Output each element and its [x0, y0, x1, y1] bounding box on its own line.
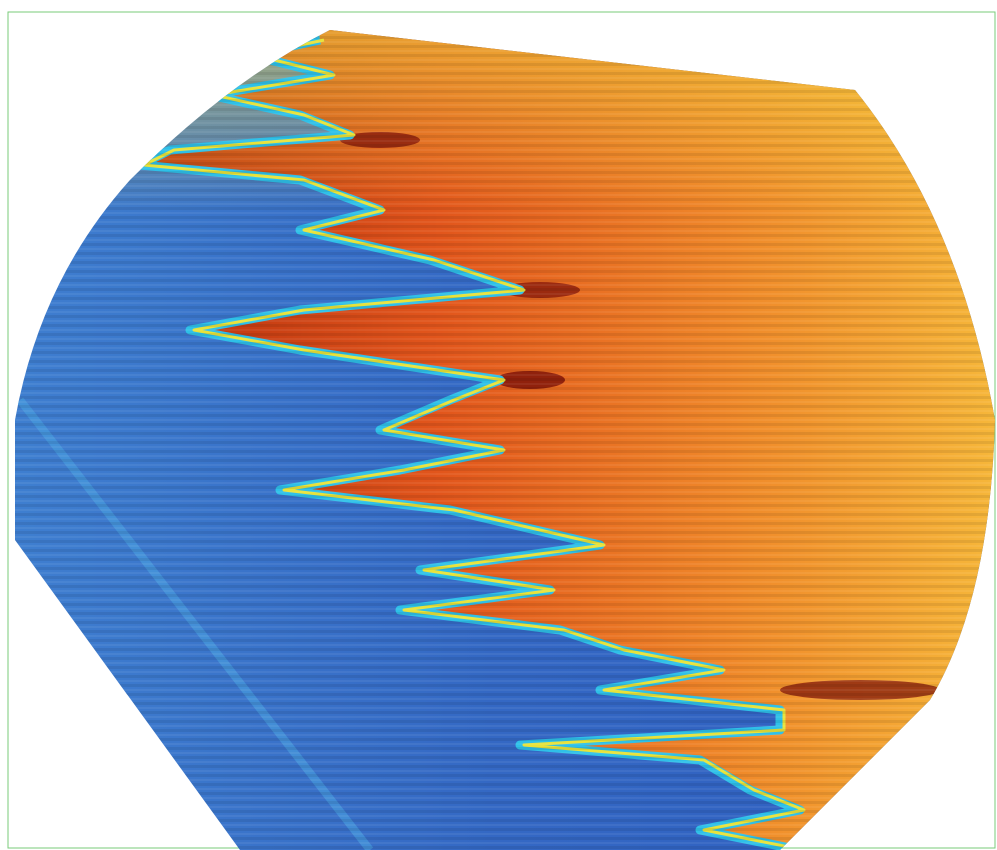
stripes: [0, 0, 997, 850]
page: [0, 0, 997, 850]
image: [0, 0, 997, 850]
heatmap: [0, 0, 997, 850]
